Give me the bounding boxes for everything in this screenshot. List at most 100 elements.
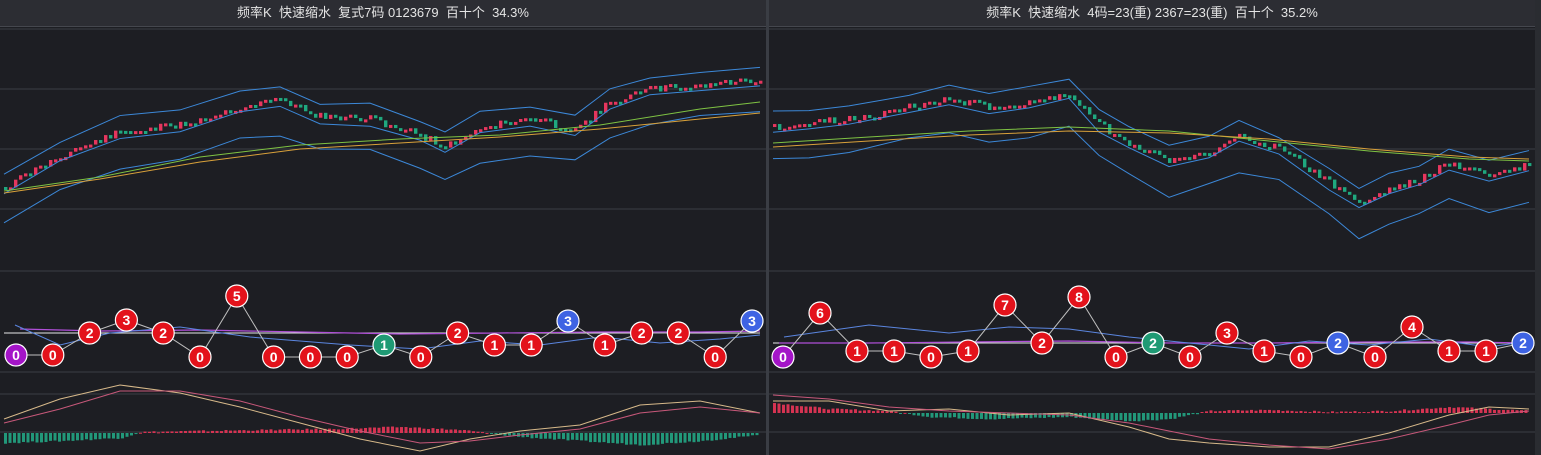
right-candle [1488,173,1492,177]
left-candle [34,167,38,175]
right-ball-3 [845,339,869,363]
right-candle [1473,167,1477,171]
left-macd-bar [584,433,588,441]
right-candle [1058,94,1062,101]
right-macd-bar [1367,412,1370,414]
right-ball-14 [1252,339,1276,363]
right-candle [923,102,927,108]
right-ball-9 [1067,285,1091,309]
right-macd-bar [1169,413,1172,419]
right-macd-bar [1385,411,1388,413]
left-macd-bar [62,433,66,441]
left-macd-bar [238,430,241,433]
right-macd-bar [1479,407,1483,413]
right-macd-bar [1101,413,1105,420]
right-candle [1483,170,1487,174]
left-macd-bar [508,433,511,436]
right-macd-bar [1092,413,1096,419]
left-candle [749,79,753,84]
left-candle [634,91,638,95]
right-macd-bar [1335,412,1339,414]
right-candle [1448,163,1452,167]
left-macd-bar [197,430,201,433]
left-macd-bar [485,432,489,434]
right-ball-20 [1474,339,1498,363]
left-macd-bar [503,433,507,436]
left-candle [639,91,643,95]
left-macd-bar [265,429,268,433]
left-ball-12 [409,345,433,369]
right-candle [1188,157,1192,161]
right-macd-bar [1430,408,1433,413]
right-scrollbar[interactable] [1535,0,1541,455]
right-ball-7-label: 7 [1001,297,1009,313]
right-candle [988,103,992,111]
right-macd-bar [1088,413,1091,419]
left-ball-11 [372,333,396,357]
right-macd-bar [1020,413,1024,418]
left-candle [344,116,348,121]
left-candle [399,128,403,132]
right-candle [868,114,872,118]
right-candle [993,106,997,111]
panel-divider[interactable] [766,0,769,455]
right-candle [1453,162,1457,167]
left-macd-bar [742,433,745,437]
right-candle [1268,147,1272,151]
left-macd-bar [670,433,673,443]
left-ball-14-label: 1 [491,337,499,353]
right-macd-bar [1493,409,1496,413]
right-candle [1278,143,1282,147]
right-macd-bar [876,410,880,413]
left-candle [19,175,23,180]
right-candle [1233,138,1237,142]
left-macd-bar [323,428,327,433]
left-macd-bar [643,433,646,446]
right-candle [968,100,972,106]
left-macd-bar [688,433,691,442]
left-candle [524,118,528,122]
right-macd-dea-line [772,394,1530,450]
left-macd-bar [530,433,534,439]
left-candle [584,120,588,125]
left-macd-bar [692,433,696,443]
right-macd-bar [1070,413,1073,417]
right-chart-panel[interactable]: 频率K 快速缩水 4码=23(重) 2367=23(重) 百十个 35.2% 0… [769,0,1535,455]
left-macd-bar [665,433,669,443]
right-macd-bar [1007,413,1010,419]
right-macd-bar [1281,411,1285,413]
left-chart-canvas[interactable]: 0 0 2 3 2 0 5 0 0 0 1 0 2 1 1 3 1 2 2 0 3 [0,27,766,455]
right-macd-bar [1182,413,1186,417]
right-macd-bar [1317,411,1321,413]
left-macd-bar [589,433,592,443]
left-candle [59,158,63,162]
right-chart-canvas[interactable]: 0 6 1 1 0 1 7 2 8 0 2 0 3 1 0 2 0 4 1 1 2 [769,27,1535,455]
left-candle [74,148,78,152]
right-candle [853,115,857,121]
right-ball-17 [1363,345,1387,369]
left-macd-bar [629,433,633,445]
right-candle [1378,193,1382,197]
right-candle [1108,124,1112,135]
left-candle [79,147,83,151]
left-ball-20 [703,345,727,369]
left-candle [349,114,353,118]
right-ball-16 [1326,331,1350,355]
left-candle [559,128,563,132]
right-macd-bar [930,413,934,418]
right-macd-bar [858,410,862,413]
right-candle [1013,105,1017,109]
right-candle [798,124,802,128]
left-candle [519,119,523,123]
left-ball-18 [629,321,654,345]
left-macd-bar [494,433,498,434]
right-macd-bar [1353,411,1357,413]
left-macd-bar [422,428,426,433]
left-candle [249,104,253,108]
left-macd-bar [395,427,399,433]
right-macd-bar [849,409,853,413]
right-macd-bar [1052,413,1055,418]
right-macd-bar [791,405,794,413]
right-candle [863,114,867,121]
